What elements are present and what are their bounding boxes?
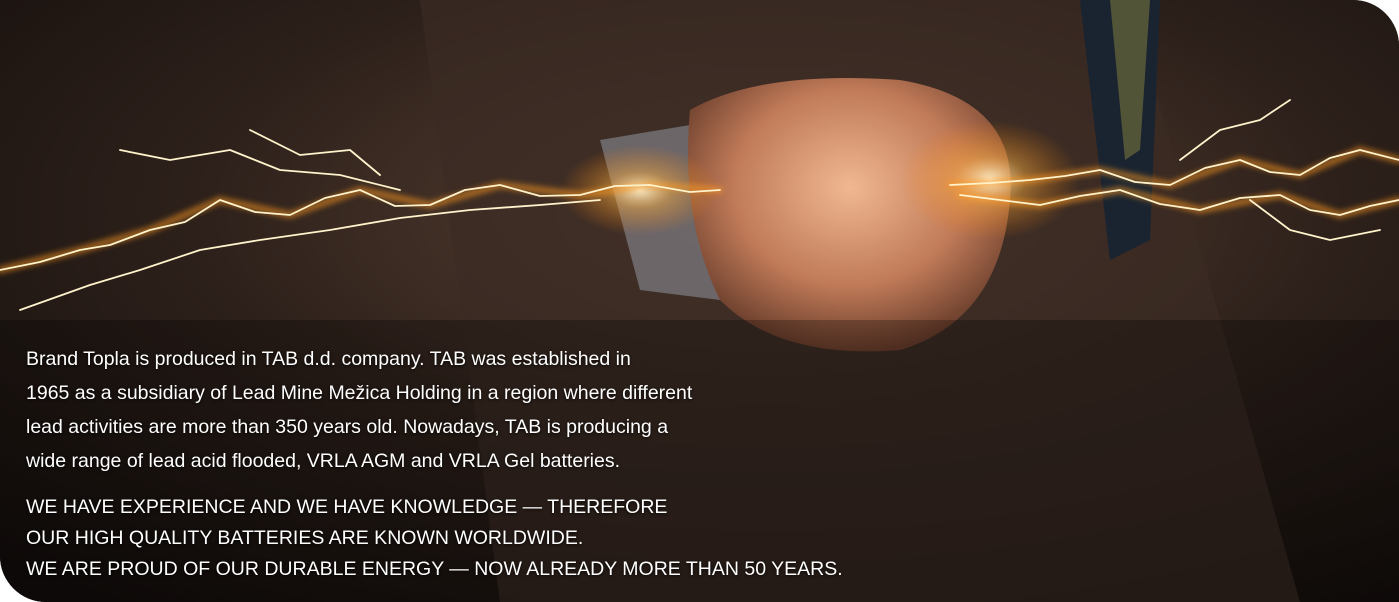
slogan-text: WE HAVE EXPERIENCE AND WE HAVE KNOWLEDGE… [26, 492, 843, 585]
intro-line: lead activities are more than 350 years … [26, 410, 692, 444]
slogan-line: WE ARE PROUD OF OUR DURABLE ENERGY — NOW… [26, 554, 843, 585]
intro-line: 1965 as a subsidiary of Lead Mine Mežica… [26, 376, 692, 410]
slogan-line: OUR HIGH QUALITY BATTERIES ARE KNOWN WOR… [26, 523, 843, 554]
slogan-line: WE HAVE EXPERIENCE AND WE HAVE KNOWLEDGE… [26, 492, 843, 523]
hero-banner: Brand Topla is produced in TAB d.d. comp… [0, 0, 1399, 602]
intro-line: wide range of lead acid flooded, VRLA AG… [26, 444, 692, 478]
intro-line: Brand Topla is produced in TAB d.d. comp… [26, 342, 692, 376]
intro-text: Brand Topla is produced in TAB d.d. comp… [26, 342, 692, 478]
